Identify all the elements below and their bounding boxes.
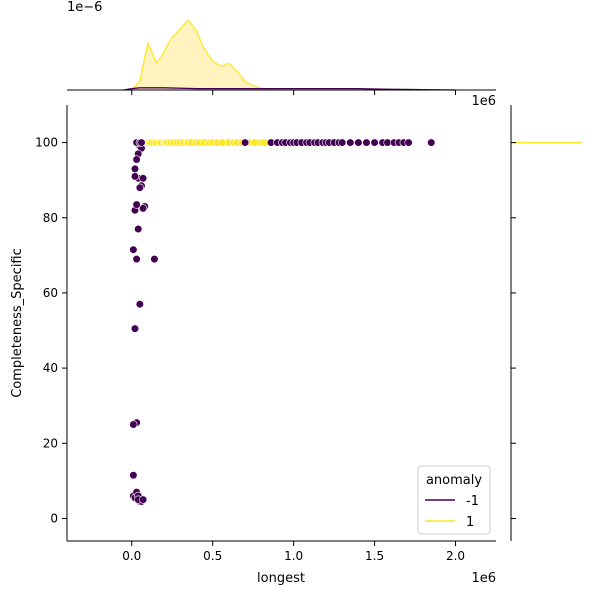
point-anomaly xyxy=(130,324,140,333)
point-anomaly xyxy=(404,138,413,147)
y-axis-ticks: 0 20 40 60 80 100 xyxy=(35,136,67,525)
point-anomaly xyxy=(130,164,140,173)
x-axis-label: longest xyxy=(257,571,305,586)
top-marginal-ticks xyxy=(131,90,457,95)
main-scatter-plot: 0.0 0.5 1.0 1.5 2.0 0 20 40 60 80 100 xyxy=(35,105,496,563)
point-anomaly xyxy=(129,420,138,429)
y-tick-label: 60 xyxy=(43,286,58,300)
legend: anomaly -1 1 xyxy=(417,465,491,535)
y-axis-label: Completeness_Specific xyxy=(10,248,25,398)
point-anomaly xyxy=(130,172,140,181)
point-anomaly xyxy=(134,224,143,234)
point-anomaly xyxy=(138,204,148,213)
x-tick-label: 0.0 xyxy=(122,549,141,563)
point-anomaly xyxy=(370,138,379,147)
x-axis-offset-text: 1e6 xyxy=(471,571,496,586)
x-axis-ticks: 0.0 0.5 1.0 1.5 2.0 xyxy=(122,541,465,563)
y-tick-label: 0 xyxy=(50,511,58,525)
top-kde-line-normal xyxy=(131,19,278,91)
point-anomaly xyxy=(132,200,141,209)
point-anomaly xyxy=(129,245,138,254)
point-anomaly xyxy=(362,138,371,147)
point-anomaly xyxy=(354,138,363,147)
point-anomaly xyxy=(135,183,144,192)
top-marginal-kde xyxy=(123,19,456,91)
scatter-points xyxy=(129,138,436,506)
legend-label-neg1: -1 xyxy=(466,494,479,509)
y-tick-label: 20 xyxy=(43,436,58,450)
legend-label-1: 1 xyxy=(466,515,474,530)
y-tick-label: 40 xyxy=(43,361,58,375)
point-anomaly xyxy=(135,300,144,309)
x-tick-label: 2.0 xyxy=(446,549,465,563)
y-tick-label: 100 xyxy=(35,136,58,150)
point-anomaly xyxy=(138,495,148,504)
top-kde-line-anomaly xyxy=(123,87,456,91)
y-tick-label: 80 xyxy=(43,211,58,225)
right-marginal-ticks xyxy=(511,142,516,519)
point-anomaly xyxy=(129,471,138,480)
point-anomaly xyxy=(138,174,148,183)
x-tick-label: 1.0 xyxy=(284,549,303,563)
top-marginal-x-offset-text: 1e6 xyxy=(471,94,496,109)
point-anomaly xyxy=(137,138,146,147)
point-anomaly xyxy=(346,138,355,147)
x-tick-label: 1.5 xyxy=(365,549,384,563)
point-anomaly xyxy=(132,255,141,264)
x-tick-label: 0.5 xyxy=(203,549,222,563)
point-anomaly xyxy=(150,255,159,264)
point-anomaly xyxy=(132,155,141,164)
legend-title: anomaly xyxy=(426,473,482,488)
top-kde-fill-normal xyxy=(131,20,278,91)
top-marginal-offset-text: 1e−6 xyxy=(67,0,102,15)
point-anomaly xyxy=(338,138,347,147)
point-anomaly xyxy=(240,138,250,147)
point-anomaly xyxy=(427,138,436,147)
